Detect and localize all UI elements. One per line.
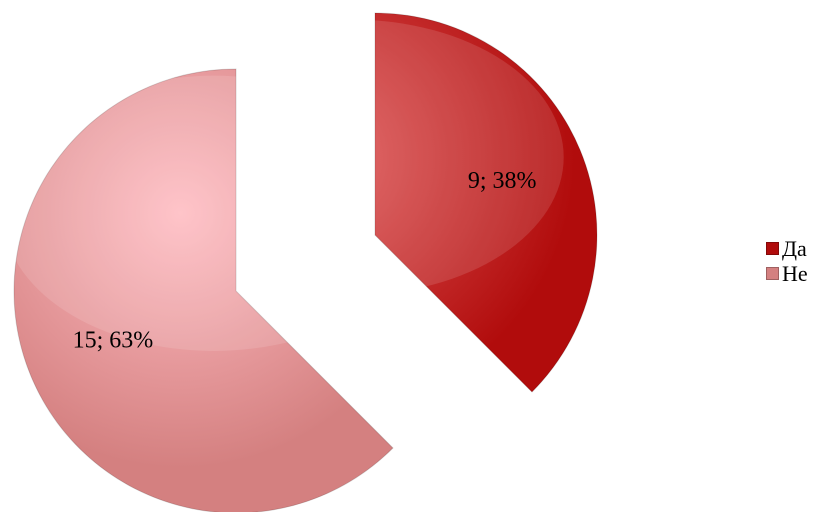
pie-slice-gloss-Не	[13, 75, 393, 351]
data-label-Не: 15; 63%	[73, 327, 154, 353]
legend-item-ne: Не	[766, 261, 828, 286]
legend: Да Не	[766, 236, 828, 286]
pie-slice-Не	[13, 68, 394, 514]
legend-swatch-da	[766, 242, 779, 255]
legend-label-ne: Не	[782, 261, 808, 286]
legend-swatch-ne	[766, 267, 779, 280]
data-label-Да: 9; 38%	[468, 168, 537, 194]
legend-item-da: Да	[766, 236, 828, 261]
legend-label-da: Да	[782, 236, 807, 261]
pie-slice-Да	[374, 12, 598, 393]
pie-slice-gloss-Да	[375, 19, 564, 295]
